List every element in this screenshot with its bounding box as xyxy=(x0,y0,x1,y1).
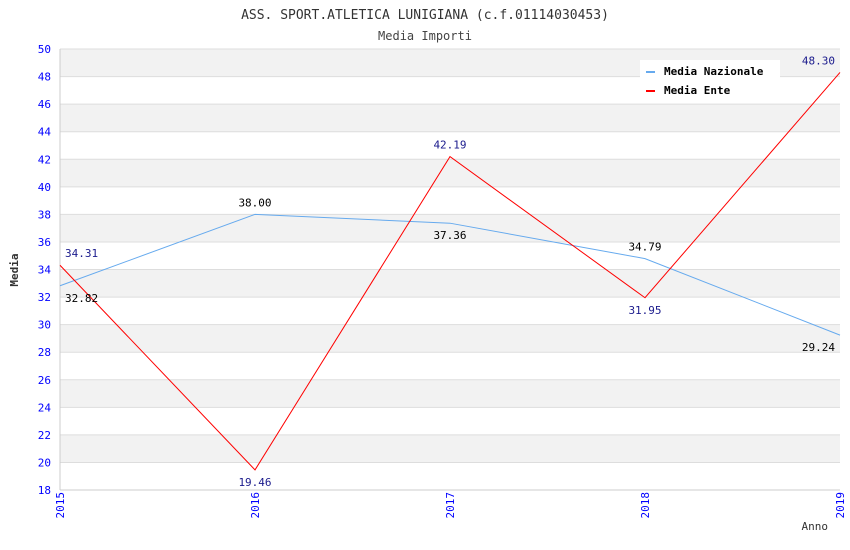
data-label: 37.36 xyxy=(433,229,466,242)
series-line-1 xyxy=(59,72,841,471)
y-tick-label: 48 xyxy=(38,71,51,84)
grid-band xyxy=(60,324,840,353)
data-label: 29.24 xyxy=(802,341,835,354)
grid-band xyxy=(60,269,840,298)
y-tick-label: 28 xyxy=(38,346,51,359)
y-tick-label: 24 xyxy=(38,401,52,414)
grid-band xyxy=(60,159,840,187)
data-label: 34.31 xyxy=(65,247,98,260)
y-tick-label: 22 xyxy=(38,429,51,442)
x-tick-label: 2015 xyxy=(54,492,67,519)
grid-band xyxy=(60,186,840,215)
grid-band xyxy=(60,434,840,463)
y-tick-label: 20 xyxy=(38,456,51,469)
y-tick-label: 46 xyxy=(38,98,51,111)
data-label: 19.46 xyxy=(238,476,271,489)
y-tick-label: 38 xyxy=(38,208,51,221)
y-tick-label: 30 xyxy=(38,319,51,332)
y-tick-label: 42 xyxy=(38,153,51,166)
grid-band xyxy=(60,379,840,408)
y-tick-label: 40 xyxy=(38,181,51,194)
grid-band xyxy=(60,352,840,380)
legend-label-nazionale: Media Nazionale xyxy=(664,65,764,78)
data-label: 31.95 xyxy=(628,304,661,317)
grid-band xyxy=(60,131,840,160)
grid-band xyxy=(60,214,840,242)
legend-label-ente: Media Ente xyxy=(664,84,731,97)
legend: Media Nazionale Media Ente xyxy=(640,60,780,102)
y-axis-label: Media xyxy=(8,253,21,286)
chart-subtitle: Media Importi xyxy=(378,29,472,43)
legend-swatch-ente xyxy=(646,90,655,92)
y-tick-label: 26 xyxy=(38,374,51,387)
grid-band xyxy=(60,297,840,325)
y-tick-label: 34 xyxy=(38,264,52,277)
grid-band xyxy=(60,104,840,132)
y-tick-label: 50 xyxy=(38,43,51,56)
data-label: 32.82 xyxy=(65,292,98,305)
grid-band xyxy=(60,462,840,490)
y-tick-label: 36 xyxy=(38,236,51,249)
grid-band xyxy=(60,241,840,270)
y-tick-label: 32 xyxy=(38,291,51,304)
x-axis-label: Anno xyxy=(802,520,829,533)
grid-band xyxy=(60,407,840,435)
x-tick-label: 2018 xyxy=(639,492,652,519)
data-label: 48.30 xyxy=(802,54,835,67)
chart-title: ASS. SPORT.ATLETICA LUNIGIANA (c.f.01114… xyxy=(241,8,609,23)
x-tick-label: 2016 xyxy=(249,492,262,519)
data-label: 42.19 xyxy=(433,139,466,152)
data-label: 34.79 xyxy=(628,241,661,254)
y-tick-label: 18 xyxy=(38,484,51,497)
x-tick-label: 2019 xyxy=(834,492,847,519)
x-tick-label: 2017 xyxy=(444,492,457,519)
data-label: 38.00 xyxy=(238,196,271,209)
y-tick-label: 44 xyxy=(38,126,52,139)
legend-swatch-nazionale xyxy=(646,71,655,73)
series-line-0 xyxy=(59,213,841,336)
